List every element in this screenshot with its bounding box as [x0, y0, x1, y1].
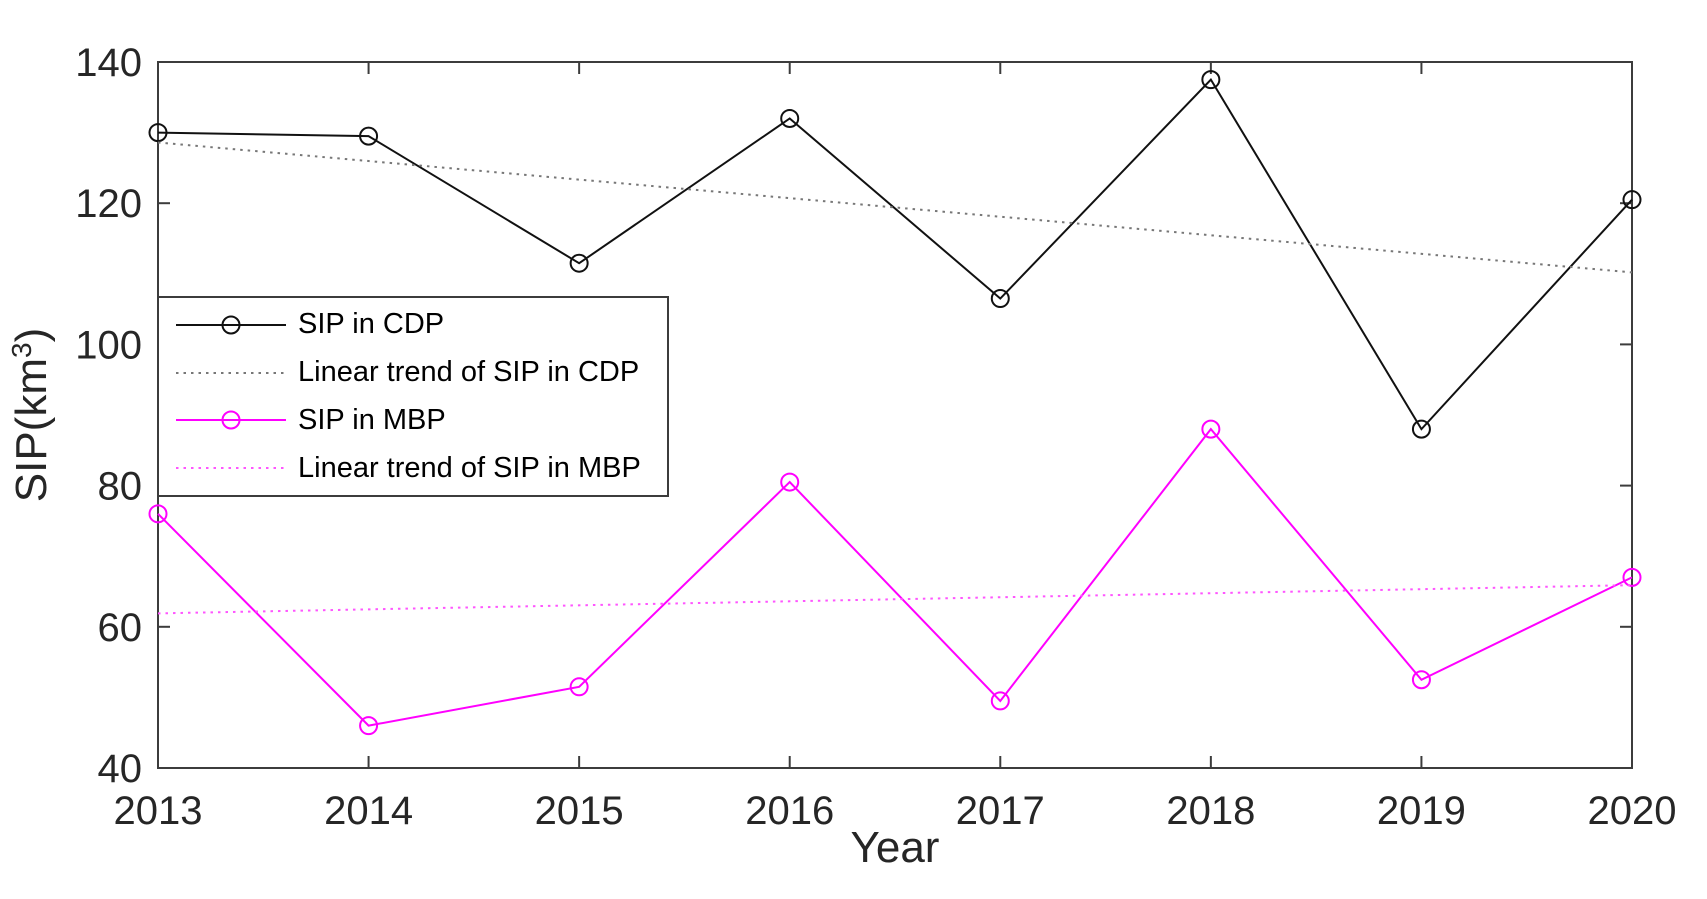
plot-area-group: 2013 2014 2015 2016 2017 2018 2019 2020 40 60 80 10…	[75, 41, 1676, 833]
y-tick-label: 100	[75, 323, 142, 367]
legend-label-sip-mbp: SIP in MBP	[298, 403, 446, 436]
data-point-marker	[780, 108, 800, 128]
data-point-marker	[359, 716, 379, 736]
x-tick-label: 2015	[535, 789, 624, 833]
data-point-marker	[569, 677, 589, 697]
legend-item-sip-cdp: SIP in CDP	[159, 302, 667, 348]
x-tick-label: 2014	[324, 789, 413, 833]
legend-item-sip-mbp: SIP in MBP	[159, 397, 667, 443]
y-tick-label: 80	[98, 465, 143, 509]
data-point-marker	[990, 691, 1010, 711]
series-line-0	[157, 78, 1633, 431]
data-point-marker	[1622, 567, 1642, 587]
data-point-marker	[1622, 190, 1642, 210]
x-tick-label: 2018	[1166, 789, 1255, 833]
x-tick-label: 2017	[956, 789, 1045, 833]
series-line-3	[157, 584, 1633, 615]
data-point-marker	[990, 289, 1010, 309]
data-point-marker	[780, 472, 800, 492]
y-axis-label: SIP(km3)	[6, 328, 56, 502]
legend-sample-dotted-line-icon	[176, 467, 286, 470]
x-axis-label: Year	[851, 823, 940, 872]
data-point-marker	[1411, 670, 1431, 690]
legend-item-trend-mbp: Linear trend of SIP in MBP	[159, 445, 667, 491]
legend-label-trend-cdp: Linear trend of SIP in CDP	[298, 356, 640, 389]
x-tick-label: 2013	[114, 789, 203, 833]
data-point-marker	[1201, 70, 1221, 90]
y-axis-label-close: )	[7, 328, 56, 343]
series-line-2	[157, 427, 1633, 727]
x-tick-label: 2016	[745, 789, 834, 833]
legend-item-trend-cdp: Linear trend of SIP in CDP	[159, 350, 667, 396]
data-point-marker	[359, 126, 379, 146]
data-point-marker	[1201, 419, 1221, 439]
y-tick-label: 140	[75, 41, 142, 85]
y-tick-label: 40	[98, 747, 143, 791]
legend-sample-solid-line-marker-icon	[176, 410, 286, 430]
legend-sample-dotted-line-icon	[176, 371, 286, 374]
x-tick-label: 2019	[1377, 789, 1466, 833]
y-tick-label: 120	[75, 182, 142, 226]
x-tick-label: 2020	[1588, 789, 1677, 833]
y-axis-label-base: SIP(km	[7, 358, 56, 502]
data-point-marker	[569, 253, 589, 273]
data-point-marker	[148, 123, 168, 143]
data-point-marker	[1411, 419, 1431, 439]
y-tick-label: 60	[98, 606, 143, 650]
legend: SIP in CDP Linear trend of SIP in CDP SI…	[157, 296, 669, 497]
legend-sample-solid-line-marker-icon	[176, 315, 286, 335]
legend-label-trend-mbp: Linear trend of SIP in MBP	[298, 451, 641, 484]
y-axis-label-superscript: 3	[6, 342, 37, 358]
legend-label-sip-cdp: SIP in CDP	[298, 308, 445, 341]
data-point-marker	[148, 504, 168, 524]
